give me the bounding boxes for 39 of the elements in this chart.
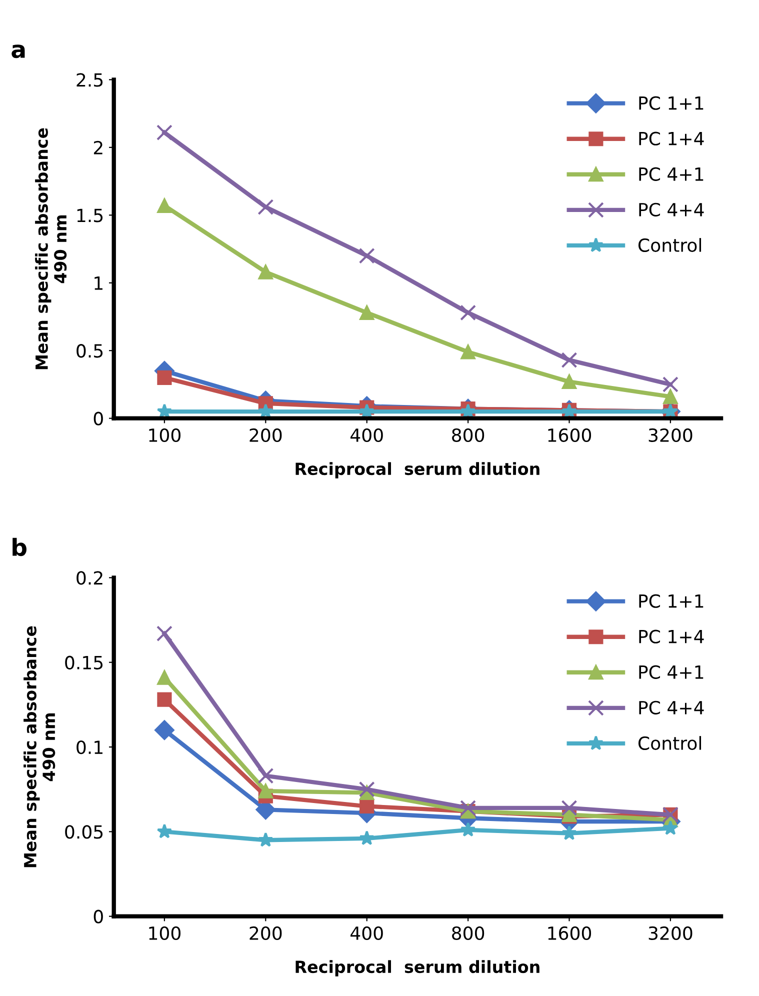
legend-label: PC 1+4	[639, 132, 704, 146]
legend-label: Control	[638, 238, 702, 252]
x-tick-label: 400	[350, 428, 383, 442]
chart-title: a	[12, 44, 25, 58]
y-tick-label: 0.1	[76, 740, 102, 754]
y-tick-label: 0	[94, 412, 103, 426]
y-axis-title: Mean specific absorbance 490 nm	[35, 128, 67, 370]
x-tick-label: 800	[452, 428, 484, 442]
x-tick-label: 200	[250, 926, 282, 940]
y-tick-label: 0.15	[65, 656, 103, 670]
y-tick-label: 1.5	[77, 208, 103, 222]
x-tick-label: 3200	[648, 926, 692, 940]
y-axis-title: Mean specific absorbance 490 nm	[24, 626, 56, 868]
x-axis-title: Reciprocal serum dilution	[296, 462, 540, 478]
legend-label: PC 1+1	[639, 96, 704, 110]
x-tick-label: 3200	[648, 428, 692, 442]
x-tick-label: 1600	[548, 926, 592, 940]
x-tick-label: 100	[149, 428, 180, 442]
x-tick-label: 800	[452, 926, 484, 940]
x-tick-label: 400	[350, 926, 383, 940]
legend-label: PC 1+1	[639, 594, 704, 608]
y-tick-label: 0.5	[76, 344, 103, 358]
legend-label: Control	[638, 736, 702, 750]
y-tick-label: 0	[94, 910, 103, 924]
y-tick-label: 2	[94, 140, 102, 154]
x-axis-title: Reciprocal serum dilution	[296, 960, 540, 976]
chart-title: b	[12, 538, 26, 556]
y-tick-label: 1	[94, 276, 102, 290]
legend-label: PC 4+4	[639, 202, 704, 216]
legend-label: PC 4+1	[639, 665, 704, 679]
x-tick-label: 1600	[548, 428, 592, 442]
legend-label: PC 1+4	[639, 630, 704, 644]
y-tick-label: 0.05	[65, 825, 103, 839]
x-tick-label: 100	[149, 926, 180, 940]
legend-label: PC 4+1	[639, 167, 704, 181]
y-tick-label: 0.2	[76, 571, 102, 585]
y-tick-label: 2.5	[76, 73, 103, 87]
x-tick-label: 200	[250, 428, 282, 442]
legend-label: PC 4+4	[639, 700, 704, 714]
